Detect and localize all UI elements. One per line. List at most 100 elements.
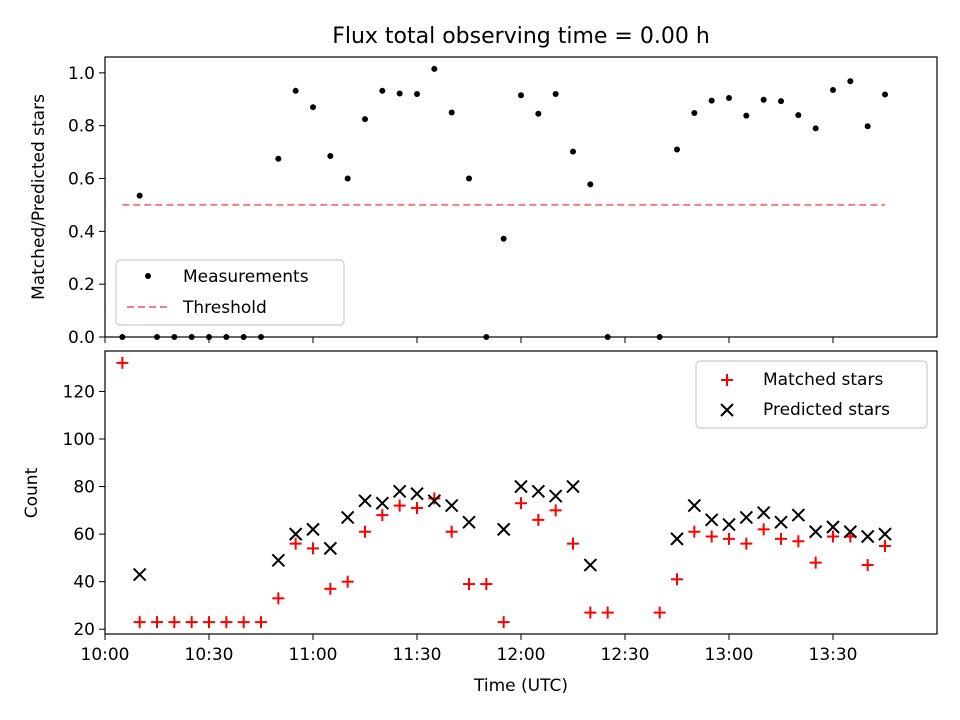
bottom-legend-box xyxy=(695,360,928,429)
x-axis-label: Time (UTC) xyxy=(473,676,568,696)
count-points xyxy=(116,356,892,629)
predicted-star-point xyxy=(410,486,424,501)
bottom-y-tick-label: 80 xyxy=(73,478,95,498)
matched-star-point xyxy=(497,616,510,629)
measurement-point xyxy=(310,104,316,111)
measurement-point xyxy=(431,65,438,72)
matched-star-point xyxy=(411,501,423,514)
measurement-point xyxy=(414,90,420,97)
matched-star-point xyxy=(740,537,753,550)
matched-star-point xyxy=(723,532,735,545)
matched-star-point xyxy=(705,530,718,543)
bottom-y-tick-label: 100 xyxy=(63,430,95,450)
legend-threshold-label: Threshold xyxy=(182,298,267,318)
matched-star-point xyxy=(515,497,527,510)
matched-star-point xyxy=(775,532,787,545)
matched-star-point xyxy=(376,509,389,522)
matched-star-point xyxy=(307,542,319,555)
matched-star-point xyxy=(185,616,198,629)
matched-star-point xyxy=(688,525,701,538)
matched-star-point xyxy=(601,606,614,619)
matched-star-point xyxy=(792,535,805,548)
top-y-tick-label: 0.2 xyxy=(68,275,95,295)
predicted-star-point xyxy=(306,522,320,537)
predicted-star-point xyxy=(739,510,754,525)
top-y-tick-label: 0.4 xyxy=(68,222,95,242)
measurement-point xyxy=(691,110,698,116)
matched-star-point xyxy=(445,525,458,538)
top-y-tick-label: 0.0 xyxy=(68,328,95,348)
predicted-star-point xyxy=(860,529,875,544)
bottom-y-tick-label: 20 xyxy=(73,620,95,640)
matched-star-point xyxy=(861,559,874,572)
bottom-y-tick-label: 60 xyxy=(73,525,95,545)
predicted-star-point xyxy=(340,510,355,525)
x-tick-label: 10:00 xyxy=(81,645,130,665)
predicted-star-point xyxy=(808,525,823,539)
x-tick-label: 12:30 xyxy=(601,645,650,665)
top-y-tick-label: 0.8 xyxy=(68,117,95,137)
predicted-star-point xyxy=(132,567,147,582)
predicted-star-point xyxy=(462,515,476,529)
measurement-point xyxy=(466,175,472,182)
top-axes-frame xyxy=(104,56,938,338)
predicted-star-point xyxy=(670,532,684,546)
x-tick-label: 11:00 xyxy=(289,645,338,665)
matched-star-point xyxy=(272,592,285,605)
predicted-star-point xyxy=(826,520,840,534)
top-y-ticks: 0.0 0.2 0.4 0.6 0.8 1.0 xyxy=(68,64,105,348)
bottom-y-axis-label: Count xyxy=(22,467,42,518)
predicted-star-point xyxy=(791,508,806,522)
top-legend: Measurements Threshold xyxy=(115,259,345,326)
legend-matched-marker xyxy=(721,374,733,386)
bottom-y-tick-label: 120 xyxy=(63,382,95,402)
legend-predicted-marker xyxy=(720,403,734,417)
matched-star-point xyxy=(151,616,163,629)
matched-star-point xyxy=(480,578,493,591)
chart-title: Flux total observing time = 0.00 h xyxy=(332,24,710,49)
matched-star-point xyxy=(289,537,302,550)
measurement-point xyxy=(864,123,871,130)
matched-star-point xyxy=(220,616,233,629)
x-tick-label: 12:00 xyxy=(497,645,546,665)
matched-star-point xyxy=(203,616,215,629)
bottom-axes-frame xyxy=(104,350,938,635)
measurement-point xyxy=(379,87,386,94)
measurement-point xyxy=(552,90,559,97)
measurement-point xyxy=(760,96,767,103)
measurement-point xyxy=(275,155,282,162)
predicted-star-point xyxy=(687,498,702,513)
predicted-star-point xyxy=(583,558,598,572)
measurement-point xyxy=(570,148,576,155)
legend-matched-label: Matched stars xyxy=(763,370,883,390)
matched-star-point xyxy=(584,606,597,619)
measurement-point xyxy=(778,98,784,105)
matched-star-point xyxy=(133,616,146,629)
measurement-point xyxy=(136,192,143,199)
predicted-star-point xyxy=(774,515,788,529)
matched-star-point xyxy=(428,492,441,505)
bottom-legend: Matched stars Predicted stars xyxy=(695,360,928,429)
predicted-star-point xyxy=(531,484,546,499)
x-tick-label: 13:30 xyxy=(809,645,858,665)
predicted-star-point xyxy=(548,489,563,503)
predicted-star-point xyxy=(566,479,580,494)
measurement-point xyxy=(327,153,334,160)
measurement-point xyxy=(448,109,455,116)
measurement-point xyxy=(708,97,715,104)
predicted-star-point xyxy=(756,506,771,520)
legend-measurements-label: Measurements xyxy=(183,267,309,287)
predicted-star-point xyxy=(496,522,511,537)
measurement-point xyxy=(847,78,854,85)
matched-star-point xyxy=(549,504,562,517)
predicted-star-point xyxy=(843,525,858,539)
measurement-point xyxy=(674,146,680,153)
matched-star-point xyxy=(827,530,839,543)
measurement-point xyxy=(743,112,750,119)
matched-star-point xyxy=(463,578,475,591)
predicted-star-point xyxy=(878,527,892,541)
x-tick-label: 13:00 xyxy=(705,645,754,665)
